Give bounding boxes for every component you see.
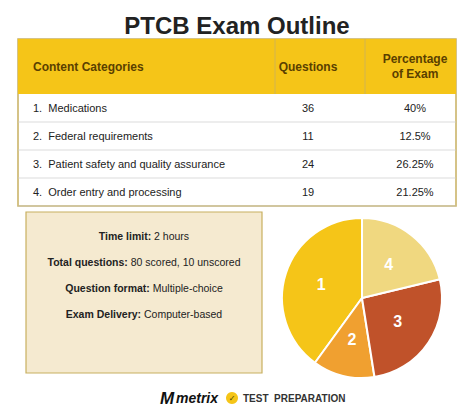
svg-text:4. Order entry and processing: 4. Order entry and processing bbox=[33, 186, 182, 198]
svg-text:80 scored, 10 unscored: 80 scored, 10 unscored bbox=[128, 256, 241, 268]
svg-text:Total questions:: Total questions: bbox=[48, 256, 128, 268]
svg-text:metrix: metrix bbox=[176, 390, 219, 406]
svg-text:40%: 40% bbox=[404, 102, 426, 114]
svg-text:3: 3 bbox=[393, 313, 402, 330]
svg-text:Percentage: Percentage bbox=[383, 52, 448, 66]
svg-text:19: 19 bbox=[302, 186, 314, 198]
svg-text:24: 24 bbox=[302, 158, 314, 170]
svg-text:PTCB Exam Outline: PTCB Exam Outline bbox=[124, 12, 349, 39]
svg-text:26.25%: 26.25% bbox=[396, 158, 434, 170]
svg-text:36: 36 bbox=[302, 102, 314, 114]
svg-text:of Exam: of Exam bbox=[392, 67, 439, 81]
svg-text:1. Medications: 1. Medications bbox=[33, 102, 107, 114]
svg-text:2. Federal requirements: 2. Federal requirements bbox=[33, 130, 153, 142]
svg-text:4: 4 bbox=[384, 256, 393, 273]
svg-text:Questions: Questions bbox=[279, 60, 338, 74]
svg-text:✓: ✓ bbox=[229, 394, 236, 403]
svg-text:2 hours: 2 hours bbox=[151, 230, 189, 242]
svg-text:Content Categories: Content Categories bbox=[33, 60, 144, 74]
svg-text:11: 11 bbox=[302, 130, 313, 142]
svg-text:Time limit:: Time limit: bbox=[99, 230, 151, 242]
svg-text:2: 2 bbox=[348, 331, 357, 348]
svg-text:3. Patient safety and quality: 3. Patient safety and quality assurance bbox=[33, 158, 225, 170]
svg-text:M: M bbox=[160, 389, 175, 408]
svg-text:Exam Delivery:: Exam Delivery: bbox=[66, 308, 141, 320]
svg-text:Computer-based: Computer-based bbox=[141, 308, 222, 320]
svg-text:TEST PREPARATION: TEST PREPARATION bbox=[243, 393, 345, 404]
svg-text:1: 1 bbox=[317, 276, 326, 293]
svg-text:12.5%: 12.5% bbox=[399, 130, 430, 142]
svg-text:Question format:: Question format: bbox=[65, 282, 150, 294]
svg-text:21.25%: 21.25% bbox=[396, 186, 434, 198]
svg-text:Multiple-choice: Multiple-choice bbox=[150, 282, 223, 294]
